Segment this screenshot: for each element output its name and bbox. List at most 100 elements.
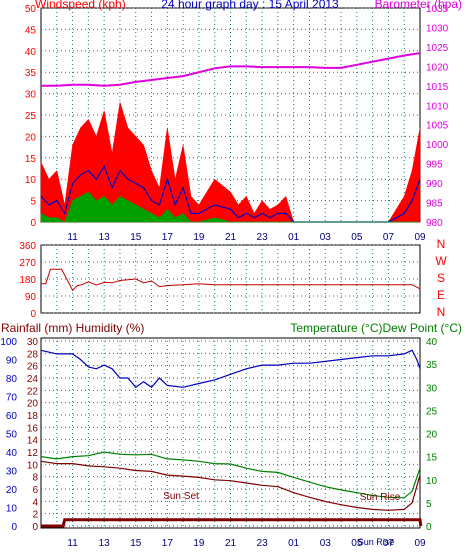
x-tick-label: 05 — [351, 538, 363, 549]
wind-y-tick-label: 15 — [25, 154, 37, 165]
rainfall-y-tick-label: 10 — [27, 460, 39, 471]
humidity-y-tick-label: 40 — [6, 448, 18, 459]
humidity-y-tick-label: 80 — [6, 374, 18, 385]
x-tick-label: 07 — [383, 538, 395, 549]
x-tick-label: 15 — [130, 232, 142, 243]
x-tick-label: 17 — [162, 232, 174, 243]
temperature-y-tick-label: 35 — [426, 360, 438, 371]
barometer-y-tick-label: 1030 — [426, 23, 449, 34]
rainfall-y-tick-label: 28 — [27, 349, 39, 360]
temperature-y-tick-label: 25 — [426, 406, 438, 417]
barometer-axis-label: Barometer (hpa) — [375, 0, 462, 11]
barometer-y-tick-label: 1015 — [426, 82, 449, 93]
humidity-y-tick-label: 20 — [6, 485, 18, 496]
wind-y-tick-label: 0 — [30, 218, 36, 229]
x-tick-label: 23 — [257, 538, 269, 549]
barometer-y-tick-label: 1025 — [426, 43, 449, 54]
x-tick-label: 21 — [225, 232, 237, 243]
temperature-dewpoint-axis-label: Temperature (°C)Dew Point (°C) — [290, 321, 462, 335]
rainfall-y-tick-label: 0 — [32, 522, 38, 533]
temperature-y-tick-label: 40 — [426, 337, 438, 348]
direction-y-tick-label: 270 — [19, 258, 36, 269]
temperature-y-tick-label: 0 — [426, 522, 432, 533]
x-tick-label: 09 — [414, 232, 426, 243]
x-tick-label: 01 — [288, 232, 300, 243]
wind-y-tick-label: 20 — [25, 132, 37, 143]
sun-rise-axis-annotation: Sun Rise — [358, 537, 395, 547]
x-tick-label: 19 — [193, 538, 205, 549]
temperature-y-tick-label: 10 — [426, 476, 438, 487]
x-tick-label: 21 — [225, 538, 237, 549]
x-tick-label: 03 — [320, 538, 332, 549]
wind-y-tick-label: 10 — [25, 175, 37, 186]
wind-y-tick-label: 50 — [25, 4, 37, 15]
rainfall-y-tick-label: 30 — [27, 337, 39, 348]
humidity-y-tick-label: 0 — [11, 522, 17, 533]
humidity-y-tick-label: 100 — [0, 337, 17, 348]
x-tick-label: 07 — [383, 232, 395, 243]
wind-y-tick-label: 35 — [25, 68, 37, 79]
rainfall-line — [41, 518, 423, 528]
x-tick-label: 05 — [351, 232, 363, 243]
windspeed-axis-label: Windspeed (kph) — [35, 0, 126, 11]
wind-y-tick-label: 45 — [25, 25, 37, 36]
rainfall-y-tick-label: 8 — [32, 473, 38, 484]
humidity-y-tick-label: 60 — [6, 411, 18, 422]
wind-y-tick-label: 25 — [25, 111, 37, 122]
barometer-y-tick-label: 1005 — [426, 121, 449, 132]
barometer-y-tick-label: 995 — [426, 160, 443, 171]
barometer-y-tick-label: 1035 — [426, 4, 449, 15]
barometer-y-tick-label: 980 — [426, 218, 443, 229]
x-tick-label: 01 — [288, 538, 300, 549]
x-tick-label: 03 — [320, 232, 332, 243]
temperature-line — [40, 451, 421, 499]
direction-y-tick-label: 90 — [25, 292, 37, 303]
x-tick-label: 19 — [193, 232, 205, 243]
temperature-y-tick-label: 20 — [426, 430, 438, 441]
compass-letter: N — [437, 237, 446, 251]
rainfall-y-tick-label: 18 — [27, 411, 39, 422]
compass-letter: S — [437, 271, 445, 285]
x-tick-label: 09 — [414, 538, 426, 549]
direction-y-tick-label: 360 — [19, 241, 36, 252]
wind-y-tick-label: 5 — [30, 197, 36, 208]
rainfall-y-tick-label: 22 — [27, 386, 39, 397]
direction-y-tick-label: 180 — [19, 275, 36, 286]
humidity-y-tick-label: 50 — [6, 430, 18, 441]
compass-letter: E — [437, 288, 445, 302]
x-tick-label: 11 — [67, 538, 78, 549]
x-tick-label: 11 — [67, 232, 78, 243]
rainfall-y-tick-label: 2 — [32, 510, 38, 521]
wind-y-tick-label: 40 — [25, 47, 37, 58]
humidity-y-tick-label: 10 — [6, 504, 18, 515]
humidity-y-tick-label: 90 — [6, 356, 18, 367]
dew-point-line — [40, 460, 421, 511]
sun-set-annotation: Sun Set — [163, 491, 199, 502]
rainfall-y-tick-label: 26 — [27, 362, 39, 373]
rainfall-y-tick-label: 4 — [32, 497, 38, 508]
barometer-y-tick-label: 1020 — [426, 62, 449, 73]
temperature-y-tick-label: 30 — [426, 383, 438, 394]
temperature-y-tick-label: 5 — [426, 499, 432, 510]
rainfall-y-tick-label: 16 — [27, 423, 39, 434]
chart-layers: 0510152025303540455098098599099510001005… — [0, 4, 448, 549]
compass-letter: W — [435, 254, 447, 268]
x-tick-label: 15 — [130, 538, 142, 549]
rainfall-y-tick-label: 24 — [27, 374, 39, 385]
rainfall-y-tick-label: 14 — [27, 436, 39, 447]
barometer-y-tick-label: 985 — [426, 199, 443, 210]
rainfall-y-tick-label: 6 — [32, 485, 38, 496]
rainfall-y-tick-label: 12 — [27, 448, 39, 459]
direction-y-tick-label: 0 — [30, 309, 36, 320]
x-tick-label: 13 — [99, 538, 111, 549]
wind-calm-area — [40, 191, 420, 223]
x-tick-label: 13 — [99, 232, 111, 243]
sun-rise-annotation: Sun Rise — [360, 492, 401, 503]
barometer-y-tick-label: 1010 — [426, 101, 449, 112]
temperature-y-tick-label: 15 — [426, 453, 438, 464]
humidity-y-tick-label: 30 — [6, 467, 18, 478]
wind-direction-line — [41, 268, 421, 292]
x-tick-label: 23 — [257, 232, 269, 243]
compass-letter: N — [437, 305, 446, 319]
